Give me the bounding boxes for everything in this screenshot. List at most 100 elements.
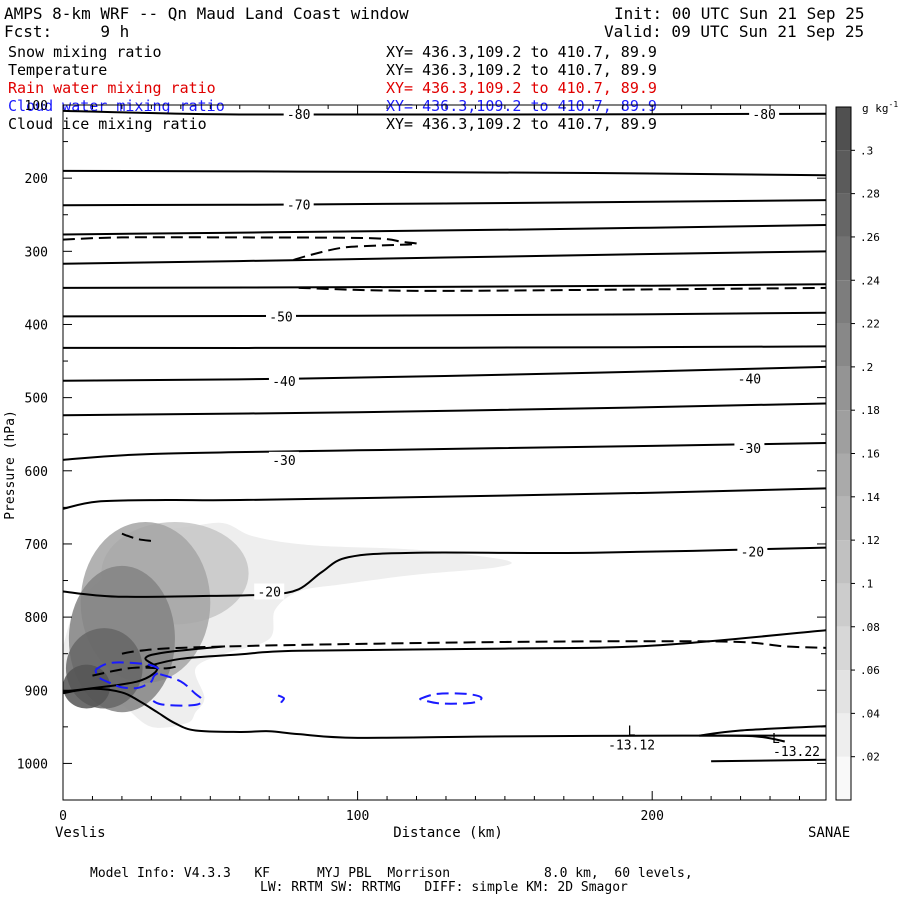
- legend-field-name: Rain water mixing ratio: [8, 79, 216, 97]
- colorbar-swatch: [836, 626, 851, 671]
- cloud-ice-contour: [121, 640, 826, 655]
- colorbar-swatch: [836, 756, 851, 800]
- legend-field-xy: XY= 436.3,109.2 to 410.7, 89.9: [386, 61, 657, 79]
- x-tick-label: 0: [59, 809, 67, 824]
- cloud-water-contour: [94, 661, 162, 690]
- temperature-contour: [63, 223, 826, 236]
- colorbar-swatch: [836, 150, 851, 194]
- colorbar-swatch: [836, 713, 851, 757]
- temperature-contour: [63, 546, 826, 598]
- temperature-contour: [145, 629, 826, 668]
- colorbar-tick-label: .18: [860, 404, 880, 417]
- colorbar-tick-label: .14: [860, 491, 880, 504]
- temperature-contour-label: -20: [257, 586, 280, 601]
- y-tick-label: 900: [25, 684, 48, 699]
- temperature-contour-label: -40: [272, 375, 295, 390]
- colorbar-swatch: [836, 107, 851, 151]
- temperature-contour: [63, 365, 826, 382]
- colorbar-swatch: [836, 236, 851, 281]
- valid-time: Valid: 09 UTC Sun 21 Sep 25: [604, 22, 865, 41]
- colorbar-swatch: [836, 540, 851, 584]
- temperature-contour-label: -80: [287, 108, 310, 123]
- colorbar-tick-label: .26: [860, 231, 880, 244]
- colorbar-tick-label: .06: [860, 664, 880, 677]
- low-annotation: -13.22: [773, 745, 820, 760]
- temperature-contour-label: -70: [287, 198, 310, 213]
- colorbar-swatch: [836, 193, 851, 237]
- temperature-contour: [63, 311, 826, 318]
- temperature-contour-label: -20: [741, 545, 764, 560]
- contour-label-bg: [734, 370, 765, 387]
- low-annotation: L: [772, 732, 780, 747]
- right-endpoint-label: SANAE: [808, 825, 850, 841]
- temperature-contour: [63, 402, 826, 417]
- cloud-water-contour: [277, 694, 285, 706]
- plot-frame: [62, 104, 827, 801]
- legend-field-name: Temperature: [8, 61, 108, 79]
- colorbar-swatch: [836, 496, 851, 541]
- contour-label-bg: [266, 308, 296, 325]
- contour-label-bg: [737, 543, 768, 560]
- snow-shade-core: [63, 664, 111, 709]
- colorbar-swatch: [836, 670, 851, 714]
- colorbar-tick-label: .2: [860, 361, 873, 374]
- colorbar-swatch: [836, 453, 851, 497]
- temperature-contour: [63, 169, 826, 177]
- temperature-contour: [699, 734, 785, 743]
- x-axis-label: Distance (km): [393, 825, 503, 841]
- temperature-contour-label: -30: [272, 454, 295, 469]
- cloud-water-contour: [150, 673, 203, 707]
- cloud-ice-contour: [63, 236, 419, 262]
- contour-label-bg: [268, 372, 299, 389]
- colorbar-swatch: [836, 583, 851, 627]
- low-annotation: L: [628, 725, 636, 740]
- low-annotation: -13.12: [608, 739, 655, 754]
- model-info-line-2: LW: RRTM SW: RRTMG DIFF: simple KM: 2D S…: [260, 880, 628, 895]
- temperature-contour: [63, 250, 826, 265]
- temperature-contour: [63, 687, 826, 739]
- snow-shading: [63, 522, 512, 728]
- contour-lines: [63, 109, 826, 763]
- chart-title: AMPS 8-km WRF -- Qn Maud Land Coast wind…: [4, 4, 409, 23]
- cloud-ice-contour: [92, 664, 182, 677]
- y-tick-label: 600: [25, 465, 48, 480]
- contour-label-bg: [734, 440, 765, 457]
- colorbar-tick-label: .1: [860, 577, 873, 590]
- temperature-contour: [63, 345, 826, 349]
- x-tick-label: 200: [640, 809, 663, 824]
- colorbar-swatch: [836, 323, 851, 367]
- temperature-contour: [63, 199, 826, 207]
- colorbar-tick-label: .04: [860, 707, 880, 720]
- y-tick-label: 100: [25, 99, 48, 114]
- cloud-ice-contour: [121, 532, 152, 543]
- model-info-line-1: Model Info: V4.3.3 KF MYJ PBL Morrison 8…: [90, 866, 693, 881]
- temperature-contour: [63, 487, 826, 510]
- legend-field-xy: XY= 436.3,109.2 to 410.7, 89.9: [386, 79, 657, 97]
- x-tick-label: 100: [346, 809, 369, 824]
- colorbar-swatch: [836, 366, 851, 411]
- colorbar-units: g kg-1: [862, 100, 898, 115]
- colorbar-tick-label: .16: [860, 448, 880, 461]
- colorbar-swatch: [836, 280, 851, 324]
- left-endpoint-label: Veslis: [55, 825, 106, 841]
- colorbar-tick-label: .12: [860, 534, 880, 547]
- init-time: Init: 00 UTC Sun 21 Sep 25: [614, 4, 865, 23]
- contour-labels: -80 -80-70-50-40 -40-30-30-20-20L-13.12 L-1…: [254, 105, 820, 760]
- colorbar-tick-label: .02: [860, 751, 880, 764]
- temperature-contour: [63, 109, 826, 116]
- temperature-contour: [63, 441, 826, 461]
- legend-field-xy: XY= 436.3,109.2 to 410.7, 89.9: [386, 115, 657, 133]
- temperature-contour-label: -80: [752, 108, 775, 123]
- contour-label-bg: [268, 451, 299, 468]
- temperature-contour: [711, 758, 826, 763]
- y-tick-label: 500: [25, 392, 48, 407]
- y-tick-label: 200: [25, 172, 48, 187]
- legend-field-name: Snow mixing ratio: [8, 43, 162, 61]
- axes: 100 200 300 400 500 600 700 800 900 1000 0 100 200: [17, 99, 826, 824]
- contour-label-bg: [254, 583, 285, 600]
- colorbar-tick-label: .28: [860, 188, 880, 201]
- colorbar-tick-label: .24: [860, 274, 880, 287]
- temperature-contour: [699, 725, 826, 737]
- legend-field-xy: XY= 436.3,109.2 to 410.7, 89.9: [386, 43, 657, 61]
